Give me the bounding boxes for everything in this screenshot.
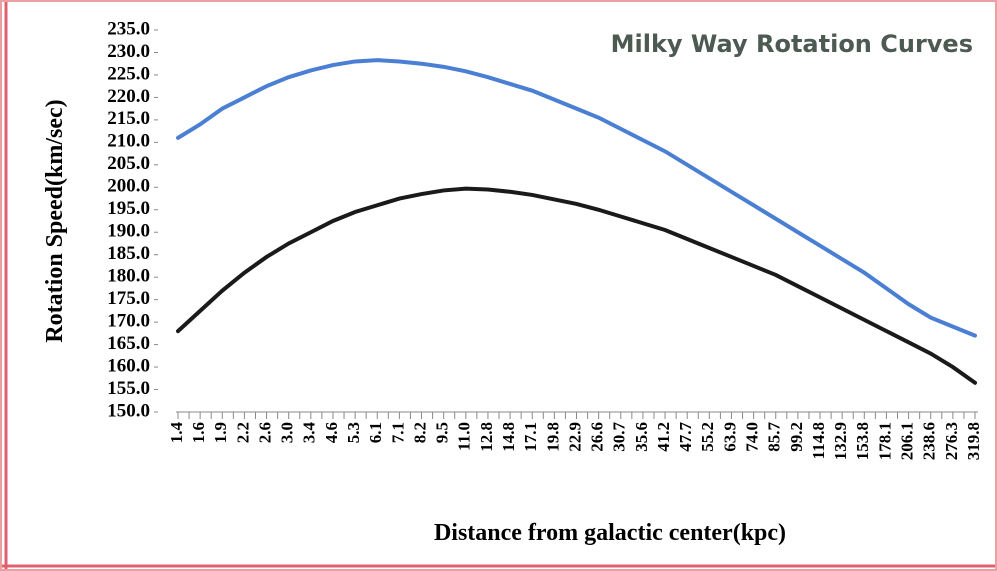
chart-title: Milky Way Rotation Curves xyxy=(611,30,973,58)
x-tick-label: 35.6 xyxy=(632,422,651,452)
y-tick-label: 210.0 xyxy=(107,131,150,152)
y-axis-title: Rotation Speed(km/sec) xyxy=(42,99,68,342)
y-tick-label: 165.0 xyxy=(107,333,150,354)
x-tick-label: 63.9 xyxy=(720,422,739,452)
series-line xyxy=(176,58,977,338)
x-tick-label: 14.8 xyxy=(499,422,518,452)
x-tick-label: 2.2 xyxy=(233,422,252,443)
y-tick-label: 150.0 xyxy=(107,400,150,421)
x-tick-label: 19.8 xyxy=(543,422,562,452)
y-tick-label: 155.0 xyxy=(107,378,150,399)
x-tick-label: 276.3 xyxy=(942,422,961,460)
y-tick-label: 235.0 xyxy=(107,18,150,39)
x-tick-label: 5.3 xyxy=(344,422,363,443)
y-tick-label: 215.0 xyxy=(107,108,150,129)
x-tick-label: 4.6 xyxy=(322,422,341,443)
y-tick-label: 220.0 xyxy=(107,86,150,107)
x-tick-label: 1.6 xyxy=(189,422,208,443)
x-tick-label: 85.7 xyxy=(765,422,784,452)
x-tick-label: 17.1 xyxy=(521,422,540,452)
y-tick-label: 180.0 xyxy=(107,266,150,287)
y-tick-label: 200.0 xyxy=(107,176,150,197)
x-tick-label: 26.6 xyxy=(588,422,607,452)
x-tick-label: 319.8 xyxy=(964,422,983,460)
y-tick-label: 185.0 xyxy=(107,243,150,264)
y-tick-label: 195.0 xyxy=(107,198,150,219)
y-tick-label: 175.0 xyxy=(107,288,150,309)
x-tick-label: 99.2 xyxy=(787,422,806,452)
x-tick-label: 178.1 xyxy=(875,422,894,460)
y-tick-label: 190.0 xyxy=(107,221,150,242)
x-tick-label: 12.8 xyxy=(477,422,496,452)
x-tick-label: 153.8 xyxy=(853,422,872,460)
x-tick-label: 11.0 xyxy=(455,422,474,451)
x-tick-label: 132.9 xyxy=(831,422,850,460)
x-tick-label: 30.7 xyxy=(610,422,629,452)
x-tick-label: 206.1 xyxy=(897,422,916,460)
x-tick-label: 22.9 xyxy=(565,422,584,452)
x-tick-label: 47.7 xyxy=(676,422,695,452)
x-axis-title: Distance from galactic center(kpc) xyxy=(434,520,786,546)
x-tick-label: 8.2 xyxy=(410,422,429,443)
x-tick-label: 41.2 xyxy=(654,422,673,452)
x-tick-label: 3.0 xyxy=(278,422,297,443)
x-tick-label: 1.9 xyxy=(211,422,230,443)
y-tick-label: 160.0 xyxy=(107,355,150,376)
x-tick-label: 74.0 xyxy=(743,422,762,452)
x-tick-label: 7.1 xyxy=(388,422,407,443)
x-tick-label: 114.8 xyxy=(809,422,828,459)
x-tick-label: 3.4 xyxy=(300,422,319,444)
x-tick-label: 2.6 xyxy=(255,422,274,443)
x-tick-label: 6.1 xyxy=(366,422,385,443)
series-line xyxy=(176,186,977,385)
x-tick-label: 238.6 xyxy=(920,422,939,460)
x-tick-label: 9.5 xyxy=(433,422,452,443)
x-tick-label: 55.2 xyxy=(698,422,717,452)
y-tick-label: 205.0 xyxy=(107,153,150,174)
x-tick-label: 1.4 xyxy=(167,422,186,444)
y-tick-label: 225.0 xyxy=(107,63,150,84)
y-tick-label: 170.0 xyxy=(107,310,150,331)
y-tick-label: 230.0 xyxy=(107,41,150,62)
